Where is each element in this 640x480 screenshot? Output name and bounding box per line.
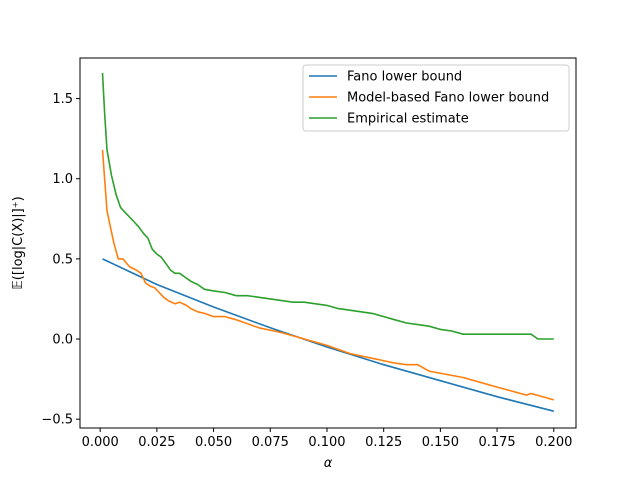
- legend: Fano lower bound Model-based Fano lower b…: [302, 64, 570, 132]
- x-tick-label: 0.050: [195, 435, 232, 450]
- series-line-0: [102, 258, 554, 412]
- x-tick-label: 0.125: [365, 435, 402, 450]
- x-tick-label: 0.150: [422, 435, 459, 450]
- legend-label-0: Fano lower bound: [347, 70, 462, 85]
- legend-label-2: Empirical estimate: [347, 112, 469, 127]
- legend-label-1: Model-based Fano lower bound: [347, 91, 549, 106]
- y-tick-label: 0.5: [52, 252, 73, 267]
- x-tick-label: 0.000: [82, 435, 119, 450]
- y-tick-label: 0.0: [52, 333, 73, 348]
- series-layer: [101, 72, 555, 412]
- plot-frame: [79, 57, 577, 429]
- x-axis-ticks: 0.000 0.025 0.050 0.075 0.100 0.125 0.150 0.175…: [82, 428, 572, 450]
- x-tick-label: 0.100: [308, 435, 345, 450]
- y-axis-ticks: −0.5 0.0 0.5 1.0 1.5: [41, 92, 80, 428]
- series-line-2: [101, 72, 554, 340]
- y-tick-label: 1.5: [52, 92, 73, 107]
- x-axis-label: α: [324, 456, 333, 471]
- x-tick-label: 0.175: [478, 435, 515, 450]
- y-axis-label: 𝔼([log|C(X)|]⁺): [11, 196, 26, 289]
- y-tick-label: −0.5: [41, 413, 73, 428]
- x-tick-label: 0.075: [252, 435, 289, 450]
- series-line-1: [101, 149, 555, 401]
- x-tick-label: 0.200: [535, 435, 572, 450]
- y-tick-label: 1.0: [52, 172, 73, 187]
- x-tick-label: 0.025: [138, 435, 175, 450]
- legend-box: [302, 64, 570, 132]
